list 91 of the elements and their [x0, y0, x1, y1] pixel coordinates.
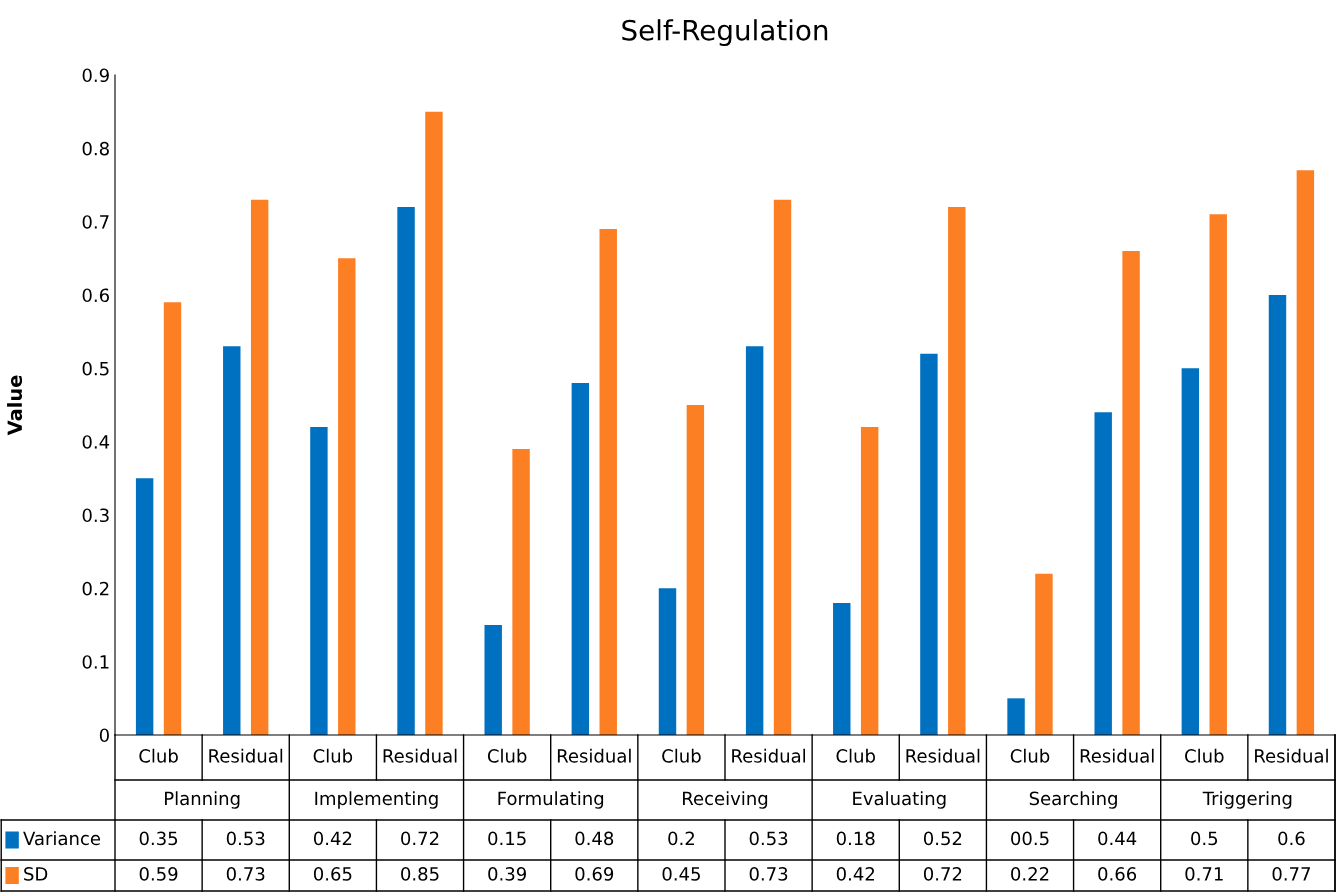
- bar: [425, 111, 443, 735]
- bar: [1181, 368, 1200, 735]
- bar: [833, 603, 851, 735]
- bar: [1268, 295, 1287, 735]
- y-tick-label: 0.5: [82, 361, 109, 376]
- data-label: 0.65: [313, 867, 352, 881]
- x-tick-label: Club: [1185, 748, 1224, 763]
- bar: [512, 449, 530, 735]
- data-label: 0.73: [226, 867, 265, 881]
- bar: [250, 199, 269, 735]
- text: Evaluating: [853, 791, 946, 809]
- chart-title: Self-Regulation: [622, 19, 828, 47]
- x-tick-label: Club: [662, 748, 701, 763]
- data-label: 0.22: [1011, 867, 1049, 881]
- y-tick-label: 0.9: [82, 68, 109, 83]
- data-label: 0.66: [1098, 867, 1137, 881]
- y-tick-label: 0.4: [82, 435, 110, 449]
- data-label: 0.69: [575, 867, 614, 881]
- y-tick-label: 0.7: [82, 215, 109, 229]
- text: Receiving: [683, 791, 768, 809]
- bar: [599, 229, 617, 735]
- data-label: 0.53: [749, 831, 788, 846]
- x-tick-label: Residual: [557, 748, 631, 763]
- x-tick-label: Residual: [209, 748, 283, 763]
- text: Formulating: [498, 791, 604, 809]
- data-label: 0.73: [749, 867, 788, 881]
- bar: [310, 427, 328, 735]
- bar: [948, 207, 966, 735]
- bar: [397, 207, 415, 735]
- x-tick-label: Club: [836, 748, 875, 763]
- bar: [745, 346, 764, 735]
- data-label: 0.44: [1098, 831, 1137, 846]
- data-label: 0.15: [488, 831, 526, 846]
- data-label: 0.42: [313, 831, 352, 846]
- bar: [1209, 214, 1227, 735]
- bar: [338, 258, 356, 735]
- y-tick-label: 0.8: [82, 141, 109, 156]
- data-label: 0.48: [575, 831, 614, 846]
- text: 00.5: [1011, 831, 1049, 846]
- bar: [1035, 573, 1053, 735]
- bar: [686, 405, 705, 735]
- x-tick-label: Club: [1010, 748, 1050, 763]
- y-tick-label: 0: [99, 728, 109, 743]
- bar: [773, 199, 792, 735]
- y-tick-label: 0.1: [82, 655, 109, 669]
- data-label: 0.42: [836, 867, 875, 881]
- bar: [1296, 170, 1315, 735]
- bar: [223, 346, 241, 735]
- x-tick-label: Residual: [906, 748, 980, 763]
- data-label: 0.59: [139, 867, 178, 881]
- x-tick-label: Residual: [383, 748, 457, 763]
- legend-label: SD: [24, 867, 48, 881]
- data-label: 0.6: [1278, 831, 1305, 846]
- data-label: 0.5: [1191, 831, 1218, 846]
- y-tick-label: 0.3: [82, 508, 109, 523]
- text: Searching: [1029, 791, 1117, 809]
- data-label: 0.72: [923, 867, 962, 881]
- data-label: 0.85: [401, 867, 439, 881]
- data-label: 0.53: [226, 831, 265, 846]
- data-label: 0.2: [668, 831, 694, 846]
- y-tick-label: 0.2: [82, 581, 109, 596]
- data-label: 0.45: [662, 867, 700, 881]
- y-tick-label: 0.6: [82, 288, 109, 303]
- data-label: 0.35: [139, 831, 178, 846]
- data-label: 0.77: [1272, 867, 1310, 881]
- bar: [571, 383, 590, 735]
- x-tick-label: Club: [139, 748, 178, 763]
- data-label: 0.52: [923, 831, 962, 846]
- x-tick-label: Club: [313, 748, 353, 763]
- x-tick-label: Residual: [1255, 748, 1328, 763]
- y-axis-title: Value: [7, 375, 23, 436]
- bar: [920, 353, 938, 735]
- bar: [658, 588, 677, 735]
- x-tick-label: Club: [487, 748, 527, 763]
- text: Implementing: [315, 791, 438, 809]
- data-label: 0.18: [836, 831, 875, 846]
- x-tick-label: Residual: [732, 748, 805, 763]
- bar: [163, 302, 182, 735]
- x-tick-label: Residual: [1080, 748, 1154, 763]
- bar: [484, 625, 502, 735]
- data-label: 0.72: [401, 831, 439, 846]
- bar: [1094, 412, 1112, 735]
- text: Planning: [165, 791, 240, 809]
- text: Triggering: [1202, 791, 1292, 809]
- bar: [135, 478, 154, 735]
- bar: [1122, 251, 1140, 735]
- data-label: 0.71: [1185, 867, 1223, 881]
- legend-label: Variance: [23, 831, 101, 846]
- bar: [860, 427, 879, 735]
- data-label: 0.39: [488, 867, 526, 881]
- bar: [1007, 698, 1025, 735]
